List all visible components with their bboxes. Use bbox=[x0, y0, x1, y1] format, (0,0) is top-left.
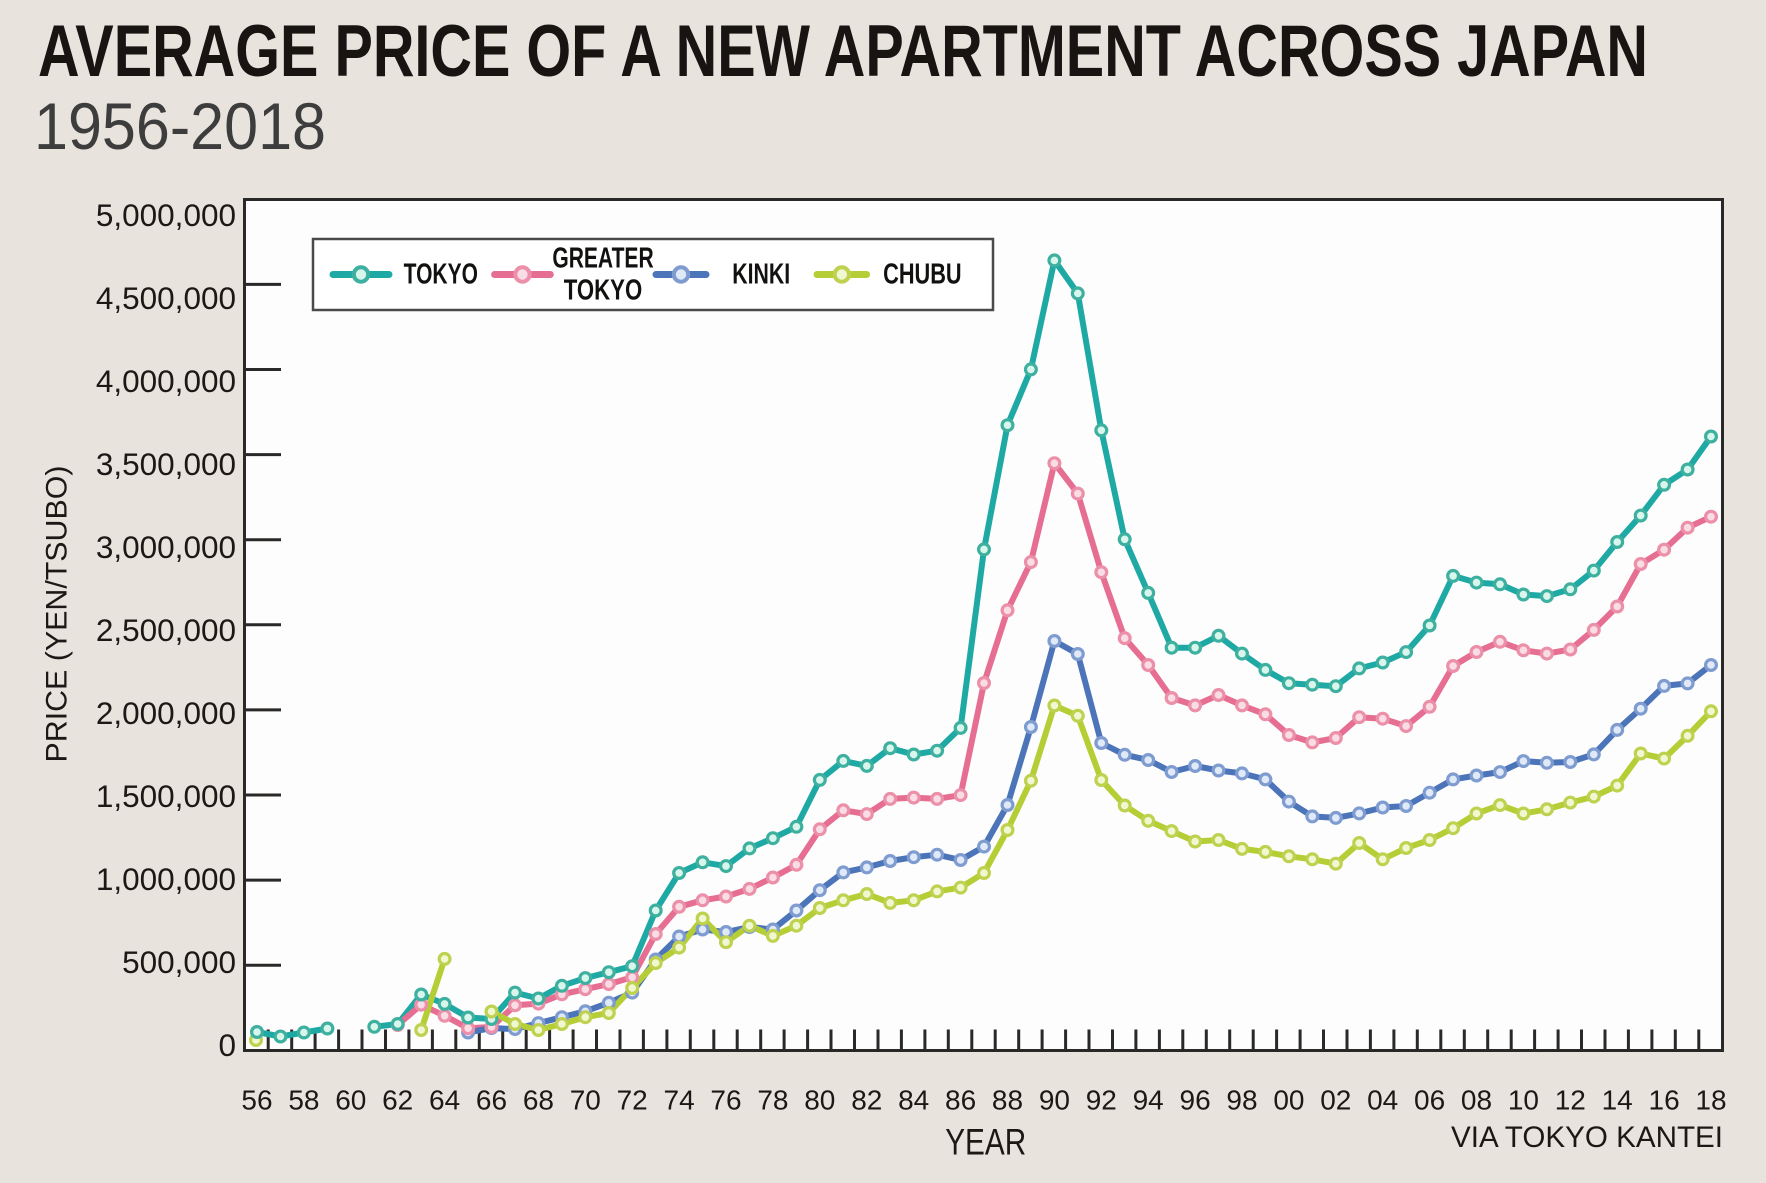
svg-text:86: 86 bbox=[945, 1085, 976, 1116]
svg-text:72: 72 bbox=[617, 1085, 648, 1116]
svg-text:AVERAGE PRICE OF A NEW APARTME: AVERAGE PRICE OF A NEW APARTMENT ACROSS … bbox=[38, 11, 1648, 92]
svg-text:02: 02 bbox=[1320, 1085, 1351, 1116]
svg-text:84: 84 bbox=[898, 1085, 929, 1116]
svg-text:88: 88 bbox=[992, 1085, 1023, 1116]
svg-text:TOKYO: TOKYO bbox=[564, 275, 643, 307]
svg-text:94: 94 bbox=[1133, 1085, 1164, 1116]
svg-text:70: 70 bbox=[570, 1085, 601, 1116]
svg-text:76: 76 bbox=[710, 1085, 741, 1116]
svg-text:1,000,000: 1,000,000 bbox=[96, 861, 236, 897]
svg-text:1956-2018: 1956-2018 bbox=[34, 89, 326, 163]
svg-text:GREATER: GREATER bbox=[552, 243, 653, 275]
svg-text:78: 78 bbox=[757, 1085, 788, 1116]
svg-text:PRICE (YEN/TSUBO): PRICE (YEN/TSUBO) bbox=[41, 466, 74, 763]
svg-text:2,000,000: 2,000,000 bbox=[96, 695, 236, 731]
svg-text:62: 62 bbox=[382, 1085, 413, 1116]
svg-text:VIA TOKYO KANTEI: VIA TOKYO KANTEI bbox=[1451, 1121, 1723, 1154]
svg-text:500,000: 500,000 bbox=[122, 944, 236, 980]
svg-text:3,500,000: 3,500,000 bbox=[96, 446, 236, 482]
svg-text:96: 96 bbox=[1180, 1085, 1211, 1116]
svg-text:98: 98 bbox=[1226, 1085, 1257, 1116]
svg-text:TOKYO: TOKYO bbox=[404, 259, 478, 291]
svg-text:10: 10 bbox=[1508, 1085, 1539, 1116]
svg-text:2,500,000: 2,500,000 bbox=[96, 612, 236, 648]
svg-text:64: 64 bbox=[429, 1085, 460, 1116]
svg-text:KINKI: KINKI bbox=[732, 259, 790, 291]
svg-text:04: 04 bbox=[1367, 1085, 1398, 1116]
svg-text:80: 80 bbox=[804, 1085, 835, 1116]
svg-text:90: 90 bbox=[1039, 1085, 1070, 1116]
svg-text:12: 12 bbox=[1555, 1085, 1586, 1116]
svg-text:CHUBU: CHUBU bbox=[883, 259, 962, 291]
svg-text:4,500,000: 4,500,000 bbox=[96, 280, 236, 316]
svg-text:66: 66 bbox=[476, 1085, 507, 1116]
svg-text:56: 56 bbox=[241, 1085, 272, 1116]
svg-text:92: 92 bbox=[1086, 1085, 1117, 1116]
svg-text:18: 18 bbox=[1695, 1085, 1726, 1116]
svg-text:60: 60 bbox=[335, 1085, 366, 1116]
svg-text:16: 16 bbox=[1649, 1085, 1680, 1116]
svg-text:06: 06 bbox=[1414, 1085, 1445, 1116]
svg-text:82: 82 bbox=[851, 1085, 882, 1116]
svg-text:YEAR: YEAR bbox=[945, 1122, 1026, 1163]
svg-text:3,000,000: 3,000,000 bbox=[96, 529, 236, 565]
svg-text:58: 58 bbox=[288, 1085, 319, 1116]
svg-text:00: 00 bbox=[1273, 1085, 1304, 1116]
svg-text:74: 74 bbox=[664, 1085, 695, 1116]
svg-text:5,000,000: 5,000,000 bbox=[96, 197, 236, 233]
svg-text:68: 68 bbox=[523, 1085, 554, 1116]
svg-text:08: 08 bbox=[1461, 1085, 1492, 1116]
svg-text:4,000,000: 4,000,000 bbox=[96, 363, 236, 399]
svg-text:14: 14 bbox=[1602, 1085, 1633, 1116]
svg-text:1,500,000: 1,500,000 bbox=[96, 778, 236, 814]
svg-text:0: 0 bbox=[218, 1027, 236, 1063]
